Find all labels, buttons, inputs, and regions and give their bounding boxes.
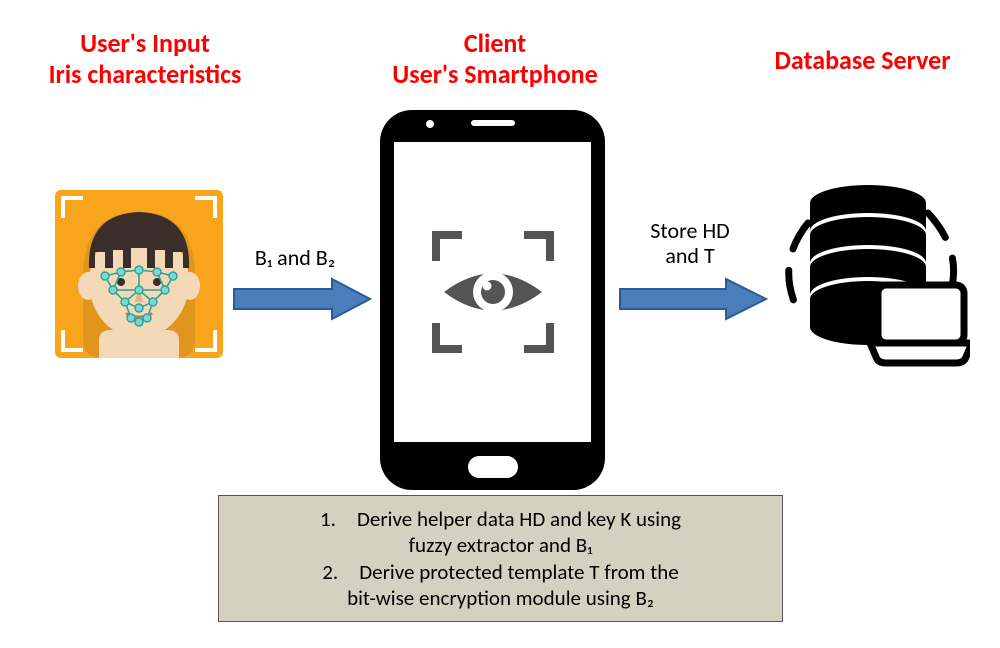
caption-line-2: fuzzy extractor and B₁ bbox=[235, 532, 766, 558]
title-client: Client User's Smartphone bbox=[355, 28, 635, 90]
arrow-right-icon bbox=[618, 275, 768, 323]
title-db: Database Server bbox=[740, 45, 985, 76]
process-caption: 1. Derive helper data HD and key K using… bbox=[218, 495, 783, 622]
arrow1-label: B₁ and B₂ bbox=[225, 245, 365, 270]
title-user-input: User's Input Iris characteristics bbox=[10, 28, 280, 90]
caption-line-1: 1. Derive helper data HD and key K using bbox=[235, 506, 766, 532]
database-server-icon bbox=[780, 175, 970, 385]
arrow-left-icon bbox=[232, 275, 372, 323]
smartphone-icon bbox=[380, 110, 605, 490]
eye-scan-icon bbox=[428, 227, 558, 357]
title-left-line1: User's Input bbox=[80, 27, 210, 59]
title-right: Database Server bbox=[775, 44, 951, 76]
title-center-line1: Client bbox=[464, 27, 526, 59]
user-face-icon bbox=[55, 190, 223, 358]
arrow2-label: Store HD and T bbox=[615, 218, 765, 269]
title-left-line2: Iris characteristics bbox=[49, 58, 242, 90]
title-center-line2: User's Smartphone bbox=[392, 58, 597, 90]
caption-line-4: bit-wise encryption module using B₂ bbox=[235, 585, 766, 611]
caption-line-3: 2. Derive protected template T from the bbox=[235, 559, 766, 585]
